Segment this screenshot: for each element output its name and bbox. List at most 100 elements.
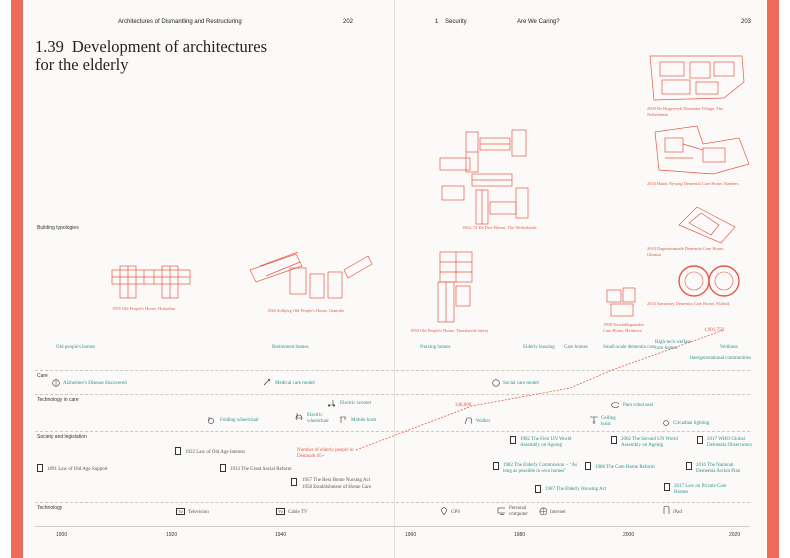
plan-torsdahlsgaarden — [606, 287, 636, 317]
category-retirement-homes: Retirement homes — [272, 345, 309, 350]
walker-icon — [464, 417, 472, 425]
elderly-value-1960: 348,000 — [455, 403, 472, 408]
rule-tech-care — [35, 394, 750, 395]
law-1958: 1958 Establishment of Home Care — [302, 485, 372, 490]
tech-internet: Internet — [550, 510, 566, 515]
document-icon — [220, 464, 226, 472]
document-icon — [510, 436, 516, 444]
caption-solbjerg: 1946 Solbjerg Old People's Home, Gentoft… — [267, 308, 345, 313]
page-number-left: 202 — [343, 19, 354, 25]
care-social-model: Social care model — [503, 381, 539, 386]
brain-icon — [52, 379, 60, 387]
category-nursing-homes: Nursing homes — [420, 345, 451, 350]
axis-year-2000: 2000 — [623, 532, 635, 538]
category-old-peoples-homes: Old people's homes — [56, 345, 96, 350]
axis-year-1980: 1980 — [514, 532, 526, 538]
section-technology: Technology — [37, 505, 63, 511]
caption-dagmarsminde: 2010 Dagmarsminde Dementia Care Home, Gl… — [647, 246, 725, 257]
caption-thorshavde: 1958 Old People's Home, Thorshavde fabre… — [410, 328, 489, 333]
category-care-homes: Care homes — [564, 345, 588, 350]
document-icon — [664, 483, 670, 491]
scooter-icon — [328, 400, 335, 407]
tech-personal-computer: Personal computer — [509, 506, 528, 517]
title-line-1: Development of architectures — [71, 37, 268, 56]
location-pin-icon — [441, 507, 447, 515]
plan-samsortej — [678, 265, 740, 297]
document-icon — [535, 485, 541, 493]
rule-society — [35, 431, 750, 432]
tech-electric-scooter: Electric scooter — [340, 401, 372, 406]
care-alzheimers: Alzheimer's Disease discovered — [63, 381, 127, 386]
tech-cable-tv: Cable TV — [288, 510, 308, 515]
running-title-right: Are We Caring? — [517, 19, 560, 25]
axis-year-1940: 1940 — [275, 532, 287, 538]
plan-hogeweyk — [649, 55, 745, 101]
reform-1988: 1988 The Care Home Reform — [595, 465, 655, 470]
syringe-icon — [263, 378, 271, 386]
rule-axis — [35, 526, 750, 527]
tech-electric-wheelchair: Electric wheelchair — [307, 413, 329, 424]
document-icon — [585, 462, 591, 470]
plan-thorshavde — [437, 251, 473, 323]
rule-technology — [35, 502, 750, 503]
tech-circadian-lighting: Circadian lighting — [673, 421, 710, 426]
caption-nyvang: 2016 Haunt Nyvang Dementia Care Home, Ra… — [647, 181, 739, 186]
tech-walker: Walker — [476, 419, 491, 424]
law-1957: 1957 The Best Home Nursing Act — [302, 478, 371, 483]
tech-ceiling-hoist: Ceiling hoist — [601, 416, 616, 427]
section-technology-in-care: Technology in care — [37, 397, 79, 403]
axis-year-1920: 1920 — [166, 532, 178, 538]
tech-television: Television — [188, 510, 209, 515]
electric-wheelchair-icon — [295, 413, 303, 420]
document-icon — [697, 436, 703, 444]
sun-icon — [663, 420, 669, 426]
left-frame-bar — [11, 0, 23, 558]
caption-holstebro: 1955 Old People's Home, Holstebro — [112, 306, 176, 311]
law-1987: 1987 The Elderly Housing Act — [545, 487, 607, 492]
tech-folding-wheelchair: Folding wheelchair — [220, 418, 259, 423]
tv-icon: TV — [176, 508, 185, 515]
un-1982: 1982 The First UN World Assembly on Agei… — [520, 437, 572, 448]
who-2017: 2017 WHO Global Dementia Observatory — [707, 437, 753, 448]
tech-gps: GPS — [451, 510, 461, 515]
caption-torsdahlsgaarden: 1998 Torsdahlsgaarden Care Home, Hvidovr… — [603, 322, 644, 333]
law-1933: 1933 The Great Social Reform — [230, 467, 292, 472]
circle-icon — [492, 379, 500, 387]
commission-1982: 1982 The Elderly Commission – "As long a… — [503, 463, 578, 474]
axis-year-1960: 1960 — [405, 532, 417, 538]
plan-de-drie-hoven — [439, 129, 529, 225]
category-wellness: Wellness — [720, 345, 738, 350]
chapter-name: Security — [445, 19, 467, 25]
plan-nyvang — [654, 125, 750, 175]
elderly-value-2020: 1,901,750 — [704, 328, 724, 333]
category-high-tech: High-tech welfare care homes — [655, 340, 692, 351]
tech-mobile-hoist: Mobile hoist — [351, 418, 377, 423]
chapter-number: 1 — [435, 19, 439, 25]
computer-icon — [497, 507, 505, 515]
un-2002: 2002 The Second UN World Assembly on Age… — [621, 437, 678, 448]
tech-paro-seal: Paro robot seal — [623, 403, 653, 408]
document-icon — [686, 462, 692, 470]
document-icon — [493, 462, 499, 470]
caption-de-drie-hoven: 1964–74 De Drie Hoven, The Netherlands — [462, 225, 537, 230]
section-building-typologies: Building typologies — [37, 225, 79, 231]
caption-samsortej: 2016 Samsørtej Dementia Care Home, Sloft… — [647, 301, 730, 306]
law-1922: 1922 Law of Old Age Interest — [185, 450, 245, 455]
folding-wheelchair-icon — [208, 417, 214, 424]
page-title: 1.39 Development of architectures for the… — [35, 38, 267, 74]
plan-dagmarsminde — [678, 206, 736, 244]
tech-ipad: iPad — [673, 510, 682, 515]
title-line-2: for the elderly — [35, 55, 129, 74]
elderly-note: Number of elderly people in Denmark 65+ — [297, 448, 354, 459]
section-society: Society and legislation — [37, 434, 87, 440]
document-icon — [611, 436, 617, 444]
document-icon — [291, 478, 297, 486]
hoist-icon — [340, 416, 346, 423]
rule-care — [35, 370, 750, 371]
document-icon — [37, 464, 43, 472]
page-number-right: 203 — [741, 19, 752, 25]
right-frame-bar — [767, 0, 779, 558]
tablet-icon — [663, 506, 670, 514]
category-intergenerational: Intergenerational communities — [690, 356, 752, 361]
law-1891: 1891 Law of Old Age Support — [47, 467, 108, 472]
